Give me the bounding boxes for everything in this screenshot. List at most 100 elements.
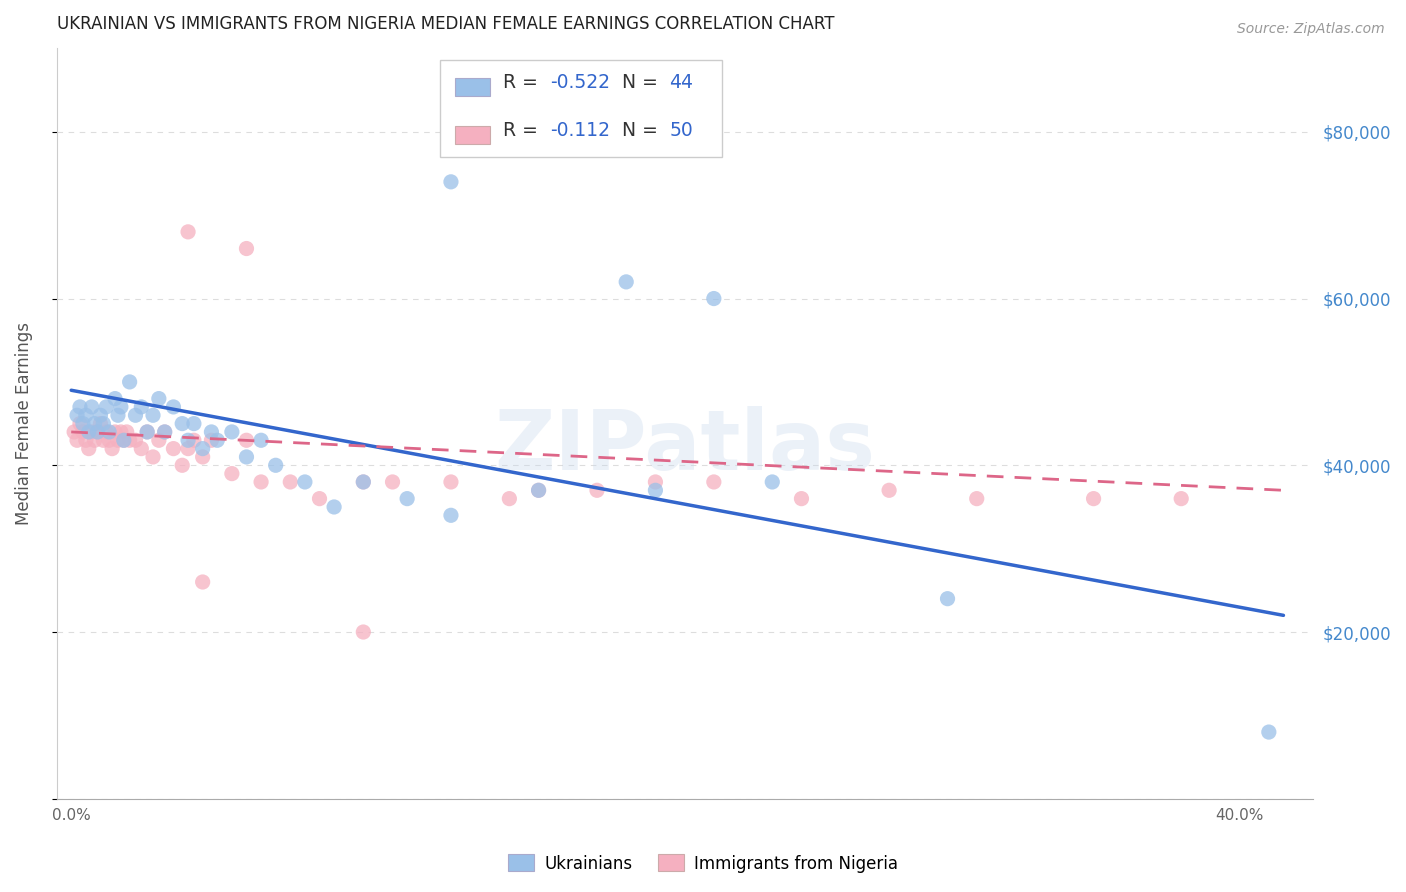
Point bbox=[107, 434, 129, 448]
Point bbox=[191, 442, 214, 456]
Point bbox=[278, 475, 301, 489]
Point bbox=[98, 425, 121, 439]
Point bbox=[110, 400, 132, 414]
Point bbox=[235, 242, 257, 256]
Text: -0.522: -0.522 bbox=[550, 73, 610, 92]
Point bbox=[115, 425, 138, 439]
Point bbox=[614, 275, 637, 289]
Point bbox=[136, 425, 159, 439]
Point bbox=[66, 409, 89, 423]
Point bbox=[790, 491, 813, 506]
Point bbox=[112, 434, 135, 448]
Point bbox=[440, 508, 463, 523]
Point bbox=[381, 475, 404, 489]
Point bbox=[498, 491, 520, 506]
Point bbox=[136, 425, 159, 439]
FancyBboxPatch shape bbox=[440, 60, 723, 157]
Text: R =: R = bbox=[502, 73, 543, 92]
Point bbox=[177, 225, 200, 239]
Point bbox=[72, 417, 94, 431]
Point bbox=[118, 434, 141, 448]
Point bbox=[527, 483, 550, 498]
Point bbox=[89, 417, 111, 431]
Point bbox=[586, 483, 609, 498]
Point bbox=[63, 425, 86, 439]
Point bbox=[98, 434, 121, 448]
Point bbox=[352, 475, 374, 489]
Point bbox=[124, 434, 146, 448]
Text: UKRAINIAN VS IMMIGRANTS FROM NIGERIA MEDIAN FEMALE EARNINGS CORRELATION CHART: UKRAINIAN VS IMMIGRANTS FROM NIGERIA MED… bbox=[56, 15, 834, 33]
Point bbox=[96, 425, 118, 439]
Point bbox=[77, 442, 100, 456]
Point bbox=[250, 434, 273, 448]
Point bbox=[77, 425, 100, 439]
FancyBboxPatch shape bbox=[454, 126, 489, 144]
Point bbox=[107, 409, 129, 423]
Point bbox=[131, 400, 153, 414]
Point bbox=[124, 409, 146, 423]
Text: R =: R = bbox=[502, 121, 550, 140]
Point bbox=[396, 491, 419, 506]
Point bbox=[69, 417, 91, 431]
Point bbox=[1083, 491, 1105, 506]
Point bbox=[131, 442, 153, 456]
Point bbox=[142, 450, 165, 464]
Point bbox=[110, 425, 132, 439]
Point bbox=[66, 434, 89, 448]
Point bbox=[104, 425, 127, 439]
Point bbox=[183, 417, 205, 431]
Text: N =: N = bbox=[621, 73, 664, 92]
Point bbox=[93, 417, 115, 431]
Point bbox=[644, 475, 666, 489]
Point bbox=[644, 483, 666, 498]
Point bbox=[172, 458, 194, 473]
Point bbox=[177, 434, 200, 448]
Point bbox=[86, 425, 108, 439]
Point bbox=[69, 400, 91, 414]
Point bbox=[264, 458, 287, 473]
Text: 44: 44 bbox=[669, 73, 693, 92]
Point bbox=[177, 442, 200, 456]
Point bbox=[191, 450, 214, 464]
Point bbox=[527, 483, 550, 498]
Point bbox=[75, 409, 97, 423]
Text: Source: ZipAtlas.com: Source: ZipAtlas.com bbox=[1237, 22, 1385, 37]
Point bbox=[162, 400, 184, 414]
Point bbox=[153, 425, 176, 439]
Point bbox=[323, 500, 346, 514]
Point bbox=[93, 434, 115, 448]
Point bbox=[1257, 725, 1279, 739]
Point bbox=[80, 425, 103, 439]
Text: ZIPatlas: ZIPatlas bbox=[494, 406, 875, 487]
Point bbox=[235, 434, 257, 448]
Point bbox=[89, 409, 111, 423]
Point bbox=[112, 434, 135, 448]
Point bbox=[153, 425, 176, 439]
Point bbox=[1170, 491, 1192, 506]
Point bbox=[221, 425, 243, 439]
Point bbox=[936, 591, 959, 606]
Point bbox=[148, 392, 170, 406]
Y-axis label: Median Female Earnings: Median Female Earnings bbox=[15, 322, 32, 525]
Point bbox=[207, 434, 229, 448]
Point bbox=[83, 417, 105, 431]
Point bbox=[148, 434, 170, 448]
Legend: Ukrainians, Immigrants from Nigeria: Ukrainians, Immigrants from Nigeria bbox=[501, 847, 905, 880]
Point bbox=[83, 434, 105, 448]
Text: 50: 50 bbox=[669, 121, 693, 140]
Point bbox=[72, 425, 94, 439]
Point bbox=[172, 417, 194, 431]
Point bbox=[96, 400, 118, 414]
Point bbox=[440, 175, 463, 189]
Text: -0.112: -0.112 bbox=[550, 121, 610, 140]
Point bbox=[104, 392, 127, 406]
Point bbox=[235, 450, 257, 464]
Point bbox=[761, 475, 783, 489]
Point bbox=[221, 467, 243, 481]
Point bbox=[162, 442, 184, 456]
Point bbox=[703, 292, 725, 306]
Point bbox=[101, 442, 124, 456]
Point bbox=[877, 483, 900, 498]
Point bbox=[118, 375, 141, 389]
Point bbox=[294, 475, 316, 489]
